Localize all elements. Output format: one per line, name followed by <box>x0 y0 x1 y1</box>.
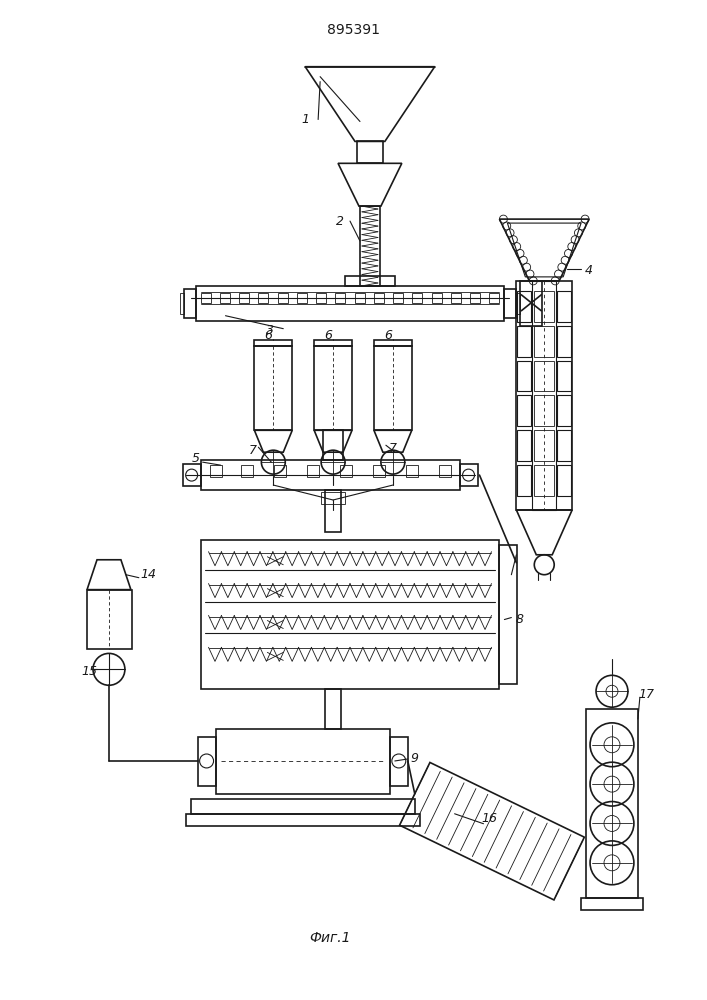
Text: 5: 5 <box>192 452 199 465</box>
Text: 7: 7 <box>389 442 397 455</box>
Bar <box>182 464 201 486</box>
Bar <box>518 465 531 496</box>
Text: 3: 3 <box>267 324 274 337</box>
Bar <box>242 465 253 477</box>
Bar <box>220 293 230 303</box>
Bar <box>557 465 571 496</box>
Bar <box>374 293 384 303</box>
Text: 6: 6 <box>264 329 272 342</box>
Bar <box>499 545 518 684</box>
Text: Фиг.1: Фиг.1 <box>310 931 351 945</box>
Bar <box>532 281 556 510</box>
Text: 2: 2 <box>336 215 344 228</box>
Bar <box>186 814 420 826</box>
Bar <box>557 395 571 426</box>
Text: 17: 17 <box>639 688 655 701</box>
Bar <box>581 898 643 910</box>
Bar <box>198 737 216 786</box>
Bar <box>412 293 422 303</box>
Bar <box>191 799 415 814</box>
Bar <box>274 465 286 477</box>
Text: 1: 1 <box>301 113 309 126</box>
Text: 15: 15 <box>81 665 97 678</box>
Text: 6: 6 <box>324 329 332 342</box>
Bar <box>586 709 638 898</box>
Bar <box>534 430 554 461</box>
Bar <box>534 361 554 391</box>
Bar <box>201 540 499 689</box>
Bar <box>325 689 341 729</box>
Bar <box>360 206 380 286</box>
Text: 4: 4 <box>585 264 593 277</box>
Bar <box>518 395 531 426</box>
Bar <box>518 291 531 322</box>
Bar <box>335 293 345 303</box>
Bar <box>255 340 292 346</box>
Bar <box>520 281 542 326</box>
Bar <box>516 293 520 314</box>
Bar <box>316 293 326 303</box>
Bar <box>504 289 516 318</box>
Bar <box>470 293 480 303</box>
Bar <box>534 326 554 357</box>
Bar <box>406 465 418 477</box>
Bar <box>278 293 288 303</box>
Text: 6: 6 <box>384 329 392 342</box>
Bar <box>438 465 450 477</box>
Bar <box>258 293 269 303</box>
Bar <box>374 340 411 346</box>
Bar <box>518 326 531 357</box>
Bar <box>534 465 554 496</box>
Bar <box>297 293 307 303</box>
Bar <box>87 590 132 649</box>
Bar <box>255 346 292 430</box>
Bar <box>321 492 345 504</box>
Bar <box>393 293 403 303</box>
Bar <box>314 346 352 430</box>
Bar <box>184 289 196 318</box>
Bar <box>314 340 352 346</box>
Text: 14: 14 <box>141 568 157 581</box>
Bar <box>355 293 365 303</box>
Bar <box>432 293 442 303</box>
Bar <box>345 276 395 286</box>
Bar <box>323 430 343 460</box>
Bar <box>340 465 352 477</box>
Bar <box>557 361 571 391</box>
Bar <box>196 286 504 321</box>
Text: 16: 16 <box>481 812 498 825</box>
Bar <box>307 465 319 477</box>
Bar <box>534 291 554 322</box>
Bar <box>216 729 390 794</box>
Bar <box>209 465 221 477</box>
Bar <box>180 293 184 314</box>
Text: 7: 7 <box>248 444 257 457</box>
Bar <box>489 293 499 303</box>
Bar <box>373 465 385 477</box>
Bar <box>325 490 341 532</box>
Bar <box>518 361 531 391</box>
Text: 895391: 895391 <box>327 23 380 37</box>
Bar <box>557 291 571 322</box>
Bar <box>518 430 531 461</box>
Bar <box>374 346 411 430</box>
Bar <box>534 395 554 426</box>
Bar <box>460 464 477 486</box>
Bar <box>201 293 211 303</box>
Bar <box>357 141 383 163</box>
Bar <box>239 293 249 303</box>
Bar <box>557 326 571 357</box>
Bar <box>201 460 460 490</box>
Bar <box>390 737 408 786</box>
Bar <box>451 293 461 303</box>
Text: 8: 8 <box>515 613 523 626</box>
Bar <box>516 281 572 510</box>
Text: 9: 9 <box>411 752 419 765</box>
Bar <box>557 430 571 461</box>
